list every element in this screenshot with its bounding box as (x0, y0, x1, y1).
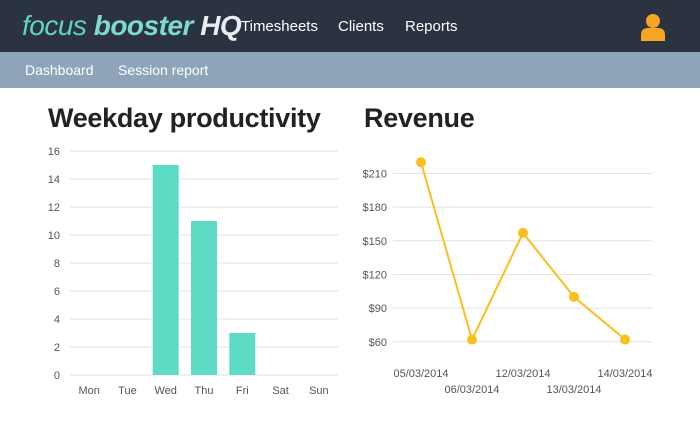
user-icon[interactable] (640, 13, 666, 41)
x-tick-label: Fri (236, 385, 249, 397)
revenue-chart-title: Revenue (364, 103, 475, 133)
subnav-dashboard[interactable]: Dashboard (25, 62, 94, 78)
y-tick-label: $210 (363, 168, 387, 180)
revenue-line (420, 161, 626, 343)
y-tick-label: $120 (363, 269, 387, 281)
x-tick-label: 05/03/2014 (393, 368, 448, 380)
logo-text-booster: booster (93, 10, 194, 41)
y-tick-label: $60 (369, 337, 387, 349)
x-tick-label: 12/03/2014 (495, 368, 550, 380)
productivity-chart-title: Weekday productivity (48, 103, 321, 133)
y-tick-label: 12 (48, 202, 60, 214)
logo-text-hq: HQ (200, 10, 242, 41)
nav-reports[interactable]: Reports (405, 18, 458, 35)
y-tick-label: 6 (54, 286, 60, 298)
data-point (467, 334, 477, 345)
subnav-session-report[interactable]: Session report (118, 62, 209, 78)
y-tick-label: 4 (54, 314, 60, 326)
x-tick-label: 06/03/2014 (444, 384, 499, 396)
revenue-chart: $60 $90 $120 $150 $180 $210 05/03/2014 06/03/20… (363, 157, 653, 396)
x-tick-label: Sat (272, 385, 289, 397)
nav-clients[interactable]: Clients (338, 18, 384, 35)
x-tick-label: 13/03/2014 (546, 384, 601, 396)
y-tick-label: 16 (48, 146, 60, 158)
y-tick-label: 14 (48, 174, 60, 186)
bar-wed (152, 165, 179, 375)
x-tick-label: Sun (309, 385, 329, 397)
sub-navigation-bar: Dashboard Session report (0, 52, 700, 88)
data-point (518, 227, 528, 238)
bar-thu (191, 221, 217, 375)
x-tick-label: Wed (155, 385, 177, 397)
y-tick-label: 8 (54, 258, 60, 270)
weekday-productivity-chart: 0 2 4 6 8 10 12 14 16 Mon Tue Wed Thu Fri Sat Sun (48, 146, 338, 397)
logo-text-focus: focus (22, 10, 87, 41)
bar-fri (229, 333, 256, 375)
y-tick-label: 2 (54, 342, 60, 354)
x-tick-label: Thu (195, 385, 214, 397)
y-tick-label: $90 (369, 303, 387, 315)
nav-timesheets[interactable]: Timesheets (241, 18, 318, 35)
x-tick-label: Mon (78, 385, 99, 397)
y-tick-label: 0 (54, 370, 60, 382)
y-tick-label: $180 (363, 202, 387, 214)
data-point (416, 157, 426, 168)
app-logo[interactable]: focus booster HQ (22, 10, 242, 42)
y-tick-label: $150 (363, 236, 387, 248)
top-navigation-bar: focus booster HQ Timesheets Clients Repo… (0, 0, 700, 52)
x-tick-label: Tue (118, 385, 137, 397)
data-point (569, 291, 579, 302)
x-tick-label: 14/03/2014 (597, 368, 652, 380)
y-tick-label: 10 (48, 230, 60, 242)
data-point (620, 334, 630, 345)
